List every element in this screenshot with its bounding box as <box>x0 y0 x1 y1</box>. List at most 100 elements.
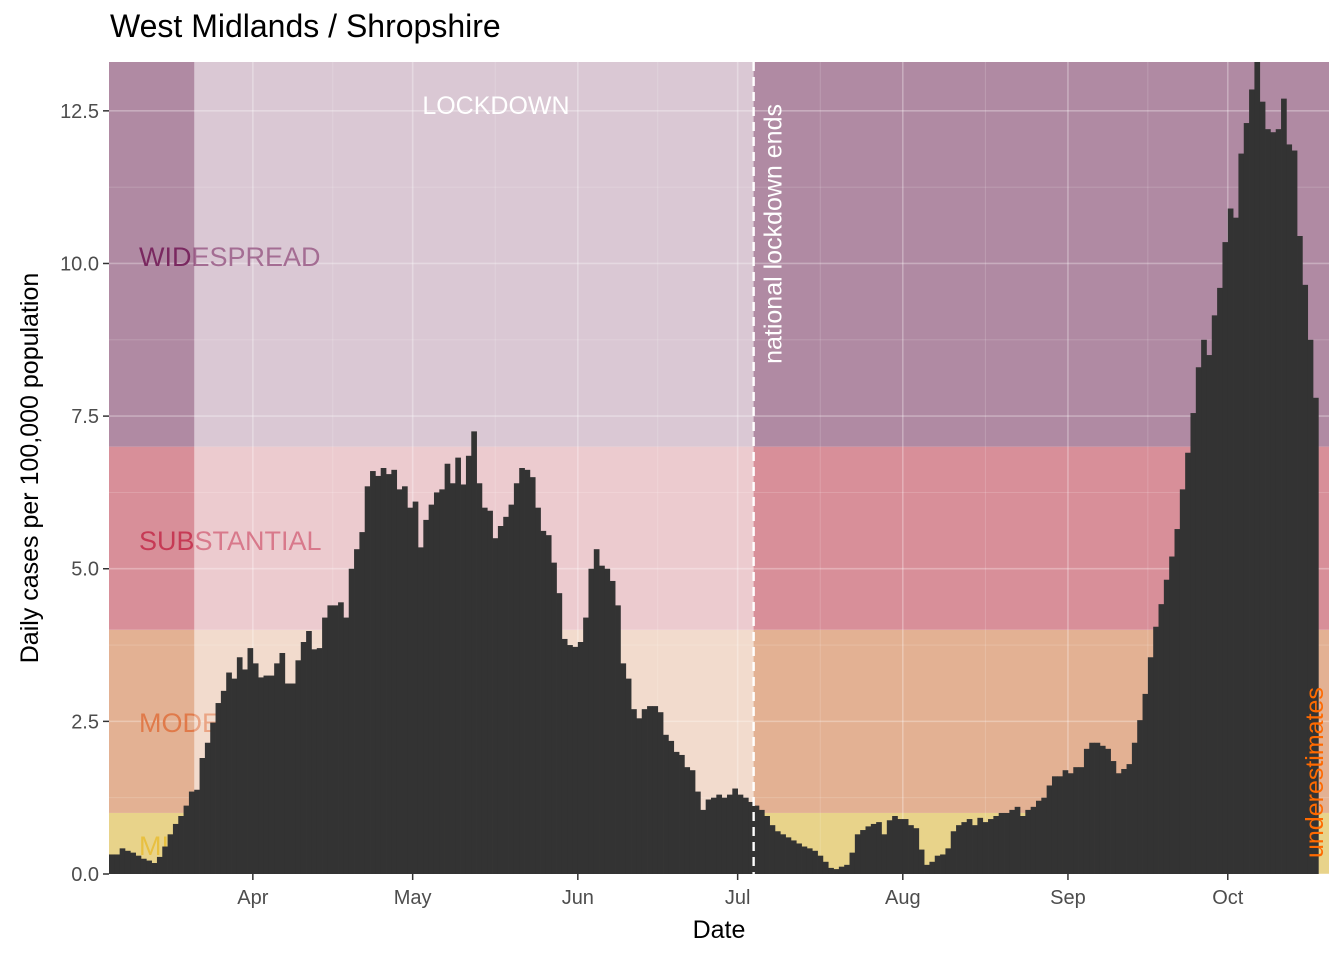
bar <box>540 530 547 874</box>
bar <box>961 822 968 874</box>
bar <box>1254 62 1261 874</box>
bar-series <box>109 62 1319 875</box>
bar <box>1313 397 1319 874</box>
bar <box>913 828 920 874</box>
bar <box>854 834 861 874</box>
bar <box>1014 806 1021 874</box>
bar <box>242 669 248 874</box>
bar <box>599 565 605 874</box>
bar <box>215 703 222 874</box>
bar <box>668 740 675 874</box>
bar <box>689 770 696 874</box>
bar <box>364 486 371 874</box>
bar <box>726 794 733 874</box>
bar <box>1291 150 1298 875</box>
bar <box>902 819 909 874</box>
bar <box>1217 287 1223 874</box>
bar <box>988 819 994 874</box>
bar <box>684 767 691 874</box>
bar <box>188 791 195 874</box>
bar <box>998 812 1005 874</box>
bar <box>1238 153 1245 874</box>
bar <box>524 469 531 874</box>
bar <box>1185 452 1191 874</box>
bar <box>263 675 270 874</box>
bar <box>1190 413 1197 874</box>
bar <box>1025 809 1032 874</box>
bar <box>156 856 163 874</box>
bar <box>1297 236 1303 874</box>
bar <box>1083 748 1090 874</box>
x-tick-label: Oct <box>1212 887 1244 909</box>
bar <box>199 758 206 874</box>
bar <box>1211 315 1218 874</box>
bar <box>226 672 232 874</box>
bar <box>247 648 254 874</box>
bar <box>1174 529 1181 874</box>
bar <box>620 663 627 874</box>
bar <box>892 816 898 874</box>
bar <box>652 706 659 874</box>
bar <box>695 791 701 874</box>
bar <box>1110 761 1117 874</box>
bar <box>838 866 845 874</box>
bar <box>950 831 957 874</box>
bar <box>1126 764 1133 874</box>
bar <box>1227 208 1234 875</box>
bar <box>306 631 312 874</box>
bar <box>924 864 930 874</box>
x-axis: Apr May Jun Jul Aug Sep Oct <box>237 874 1244 909</box>
bar <box>1222 242 1229 874</box>
x-tick-label: Sep <box>1050 887 1086 909</box>
y-tick-label: 5.0 <box>71 559 99 581</box>
bar <box>236 657 243 874</box>
bar <box>881 834 888 874</box>
bar <box>769 825 776 874</box>
bar <box>386 474 392 874</box>
bar <box>956 825 962 874</box>
bar <box>402 486 408 874</box>
bar <box>396 489 403 874</box>
bar <box>519 468 525 874</box>
underestimates-annotation: underestimates <box>1301 687 1329 858</box>
bar <box>1147 657 1154 874</box>
bar <box>1131 742 1138 874</box>
bar <box>1062 770 1069 874</box>
bar <box>252 663 259 874</box>
bar <box>109 854 115 874</box>
bar <box>876 822 882 874</box>
bar <box>711 797 717 874</box>
bar <box>407 507 414 874</box>
bar <box>460 484 467 874</box>
bar <box>183 805 190 874</box>
bar <box>1195 367 1202 874</box>
lockdown-label: LOCKDOWN <box>422 92 569 120</box>
bar <box>790 840 797 874</box>
bar <box>311 649 318 874</box>
bar <box>940 854 946 874</box>
bar <box>375 475 382 874</box>
bar <box>290 683 296 874</box>
bar <box>481 507 488 874</box>
bar <box>449 483 456 874</box>
bar <box>870 823 877 874</box>
bar <box>1259 101 1266 875</box>
x-tick-label: Aug <box>885 887 921 909</box>
bar <box>1020 816 1026 874</box>
bar <box>487 510 493 874</box>
bar <box>849 852 856 874</box>
bar <box>1137 720 1143 874</box>
bar <box>705 799 712 874</box>
bar <box>279 652 286 874</box>
bar <box>322 617 328 874</box>
bar <box>929 861 936 874</box>
bar <box>370 471 376 874</box>
bar <box>300 642 307 874</box>
bar <box>1078 767 1085 874</box>
bar <box>844 864 850 874</box>
bar <box>812 850 818 874</box>
y-tick-label: 2.5 <box>71 711 99 733</box>
bar <box>801 846 808 874</box>
bar <box>673 751 680 874</box>
bar <box>258 677 264 874</box>
